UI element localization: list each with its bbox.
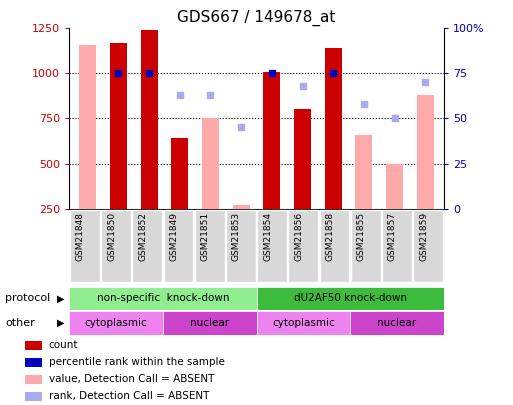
Bar bbox=[257, 210, 287, 282]
Bar bbox=[256, 287, 444, 310]
Bar bbox=[163, 311, 256, 335]
Text: GSM21854: GSM21854 bbox=[263, 212, 272, 261]
Bar bbox=[226, 210, 256, 282]
Text: nuclear: nuclear bbox=[190, 318, 229, 328]
Text: ▶: ▶ bbox=[56, 318, 64, 328]
Bar bbox=[417, 95, 434, 209]
Text: GSM21853: GSM21853 bbox=[232, 212, 241, 262]
Text: non-specific  knock-down: non-specific knock-down bbox=[96, 294, 229, 303]
Bar bbox=[101, 210, 131, 282]
Text: GSM21850: GSM21850 bbox=[107, 212, 116, 262]
Bar bbox=[294, 109, 311, 209]
Bar bbox=[351, 210, 381, 282]
Text: cytoplasmic: cytoplasmic bbox=[272, 318, 334, 328]
Text: nuclear: nuclear bbox=[378, 318, 417, 328]
Bar bbox=[110, 43, 127, 209]
Text: GSM21857: GSM21857 bbox=[388, 212, 397, 262]
Text: GSM21859: GSM21859 bbox=[419, 212, 428, 262]
Text: GSM21849: GSM21849 bbox=[169, 212, 179, 261]
Bar bbox=[356, 135, 372, 209]
Bar bbox=[202, 118, 219, 209]
Bar bbox=[132, 210, 162, 282]
Bar bbox=[382, 210, 412, 282]
Text: GSM21858: GSM21858 bbox=[326, 212, 334, 262]
Bar bbox=[141, 30, 157, 209]
Text: GSM21851: GSM21851 bbox=[201, 212, 210, 262]
Text: GSM21855: GSM21855 bbox=[357, 212, 366, 262]
Text: ▶: ▶ bbox=[56, 294, 64, 303]
Bar bbox=[233, 205, 250, 209]
Bar bbox=[325, 48, 342, 209]
Bar bbox=[69, 287, 256, 310]
Bar bbox=[69, 311, 163, 335]
Text: value, Detection Call = ABSENT: value, Detection Call = ABSENT bbox=[49, 375, 214, 384]
Text: count: count bbox=[49, 341, 78, 350]
Bar bbox=[413, 210, 443, 282]
Text: GSM21856: GSM21856 bbox=[294, 212, 303, 262]
Bar bbox=[256, 311, 350, 335]
Text: GSM21848: GSM21848 bbox=[76, 212, 85, 261]
Bar bbox=[25, 341, 42, 350]
Bar bbox=[25, 375, 42, 384]
Bar bbox=[320, 210, 349, 282]
Bar bbox=[288, 210, 318, 282]
Title: GDS667 / 149678_at: GDS667 / 149678_at bbox=[177, 9, 336, 26]
Text: protocol: protocol bbox=[5, 294, 50, 303]
Bar bbox=[70, 210, 100, 282]
Bar bbox=[263, 72, 280, 209]
Text: rank, Detection Call = ABSENT: rank, Detection Call = ABSENT bbox=[49, 392, 209, 401]
Bar bbox=[25, 392, 42, 401]
Bar bbox=[79, 45, 96, 209]
Bar bbox=[164, 210, 193, 282]
Text: other: other bbox=[5, 318, 35, 328]
Text: percentile rank within the sample: percentile rank within the sample bbox=[49, 358, 225, 367]
Bar bbox=[386, 164, 403, 209]
Text: GSM21852: GSM21852 bbox=[139, 212, 147, 261]
Text: cytoplasmic: cytoplasmic bbox=[85, 318, 147, 328]
Bar bbox=[195, 210, 225, 282]
Bar bbox=[350, 311, 444, 335]
Text: dU2AF50 knock-down: dU2AF50 knock-down bbox=[293, 294, 407, 303]
Bar bbox=[171, 138, 188, 209]
Bar bbox=[25, 358, 42, 367]
